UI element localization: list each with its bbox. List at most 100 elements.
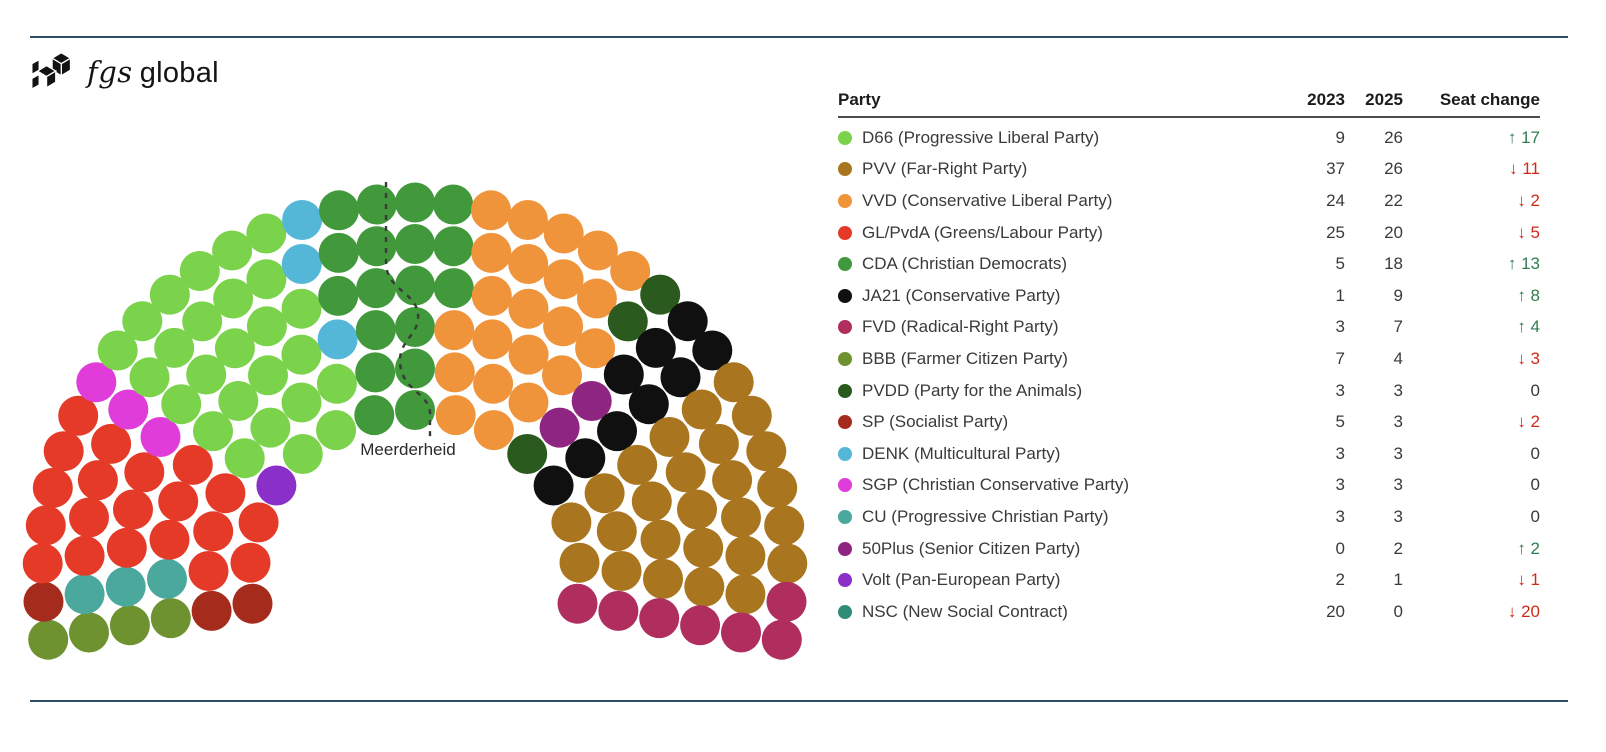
seat-dot (188, 551, 229, 591)
seat-dot (43, 431, 84, 472)
seat-dot (113, 489, 153, 530)
seat-dot (248, 355, 288, 396)
column-header-2025: 2025 (1365, 90, 1403, 109)
seat-dot (224, 438, 265, 479)
table-row: BBB (Farmer Citizen Party) 7 4 ↓ 3 (838, 343, 1540, 375)
seats-2023: 1 (1335, 285, 1345, 305)
party-dot (838, 257, 852, 272)
party-dot (838, 446, 852, 461)
seat-dot (64, 574, 105, 615)
seat-dot (473, 363, 514, 404)
party-label: CDA (Christian Democrats) (862, 254, 1067, 274)
seat-dot (764, 505, 805, 546)
seat-dot (124, 452, 165, 493)
table-row: Volt (Pan-European Party) 2 1 ↓ 1 (838, 564, 1540, 596)
column-header-seat-change: Seat change (1439, 90, 1540, 109)
seat-dot (507, 434, 548, 474)
table-body: D66 (Progressive Liberal Party) 9 26 ↑ 1… (838, 118, 1540, 628)
party-dot (838, 162, 852, 177)
seat-dot (635, 327, 676, 368)
brand-italic: fgs (87, 54, 133, 89)
seat-change: ↑ 2 (1517, 538, 1540, 558)
seat-dot (557, 583, 598, 624)
seats-2023: 3 (1335, 475, 1345, 495)
party-label: SP (Socialist Party) (862, 412, 1009, 432)
seats-2025: 26 (1384, 159, 1403, 179)
seat-dot (721, 612, 761, 653)
seat-dot (32, 467, 73, 508)
seat-dot (25, 505, 66, 546)
party-dot (838, 509, 852, 524)
seats-2025: 18 (1384, 254, 1403, 274)
seat-dot (725, 574, 766, 615)
seats-2023: 3 (1335, 380, 1345, 400)
party-dot (838, 130, 852, 145)
party-label: JA21 (Conservative Party) (862, 285, 1061, 305)
seat-dot (698, 423, 739, 464)
party-label: PVDD (Party for the Animals) (862, 380, 1083, 400)
seat-change: ↓ 2 (1517, 190, 1540, 210)
seat-dot (213, 278, 254, 319)
seat-dot (140, 417, 181, 457)
majority-label: Meerderheid (360, 440, 455, 459)
seat-dot (154, 327, 195, 368)
party-label: NSC (New Social Contract) (862, 601, 1068, 621)
party-label: BBB (Farmer Citizen Party) (862, 348, 1068, 368)
seat-dot (680, 605, 721, 646)
seats-2025: 3 (1393, 443, 1403, 463)
party-label: FVD (Radical-Right Party) (862, 317, 1059, 337)
party-label: DENK (Multicultural Party) (862, 443, 1061, 463)
bottom-rule (30, 700, 1568, 702)
seat-dot (472, 319, 513, 360)
seat-dot (355, 310, 396, 351)
seats-table: Party 2023 2025 Seat change D66 (Progres… (838, 84, 1540, 628)
seats-2025: 4 (1393, 348, 1403, 368)
brand-regular: global (139, 56, 219, 89)
seat-dot (640, 274, 681, 315)
seat-dot (69, 497, 109, 538)
seat-dot (182, 301, 223, 342)
seats-2023: 25 (1326, 222, 1345, 242)
seat-dot (508, 334, 549, 375)
seat-dot (543, 306, 584, 347)
seat-dot (640, 519, 681, 560)
party-dot (838, 351, 852, 366)
seat-dot (660, 357, 701, 398)
fgs-logo-mark-icon (31, 51, 72, 91)
seat-change: ↑ 13 (1507, 254, 1540, 274)
seat-dot (761, 619, 802, 660)
party-label: Volt (Pan-European Party) (862, 570, 1061, 590)
seat-dot (575, 328, 616, 369)
seat-dot (282, 200, 323, 240)
seat-dot (91, 423, 132, 464)
seat-dot (571, 381, 612, 421)
seat-change: ↑ 8 (1517, 285, 1540, 305)
seat-dot (577, 230, 618, 271)
seat-dot (108, 389, 149, 430)
seat-dot (712, 460, 753, 501)
seat-dot (508, 288, 549, 329)
seats-2025: 3 (1393, 506, 1403, 526)
seat-dot (681, 389, 722, 430)
seats-2023: 0 (1335, 538, 1345, 558)
seat-dot (246, 259, 287, 300)
seat-dot (731, 395, 772, 436)
seats-2025: 0 (1393, 601, 1403, 621)
seats-2023: 9 (1335, 127, 1345, 147)
seat-change: ↓ 3 (1517, 348, 1540, 368)
table-header-row: Party 2023 2025 Seat change (838, 84, 1540, 118)
seat-dot (473, 410, 514, 451)
fgs-global-logo: fgs global (30, 50, 219, 94)
seats-2025: 1 (1393, 570, 1403, 590)
seat-dot (649, 417, 690, 457)
top-rule (30, 36, 1568, 38)
seats-2023: 3 (1335, 443, 1345, 463)
seat-dot (106, 527, 147, 568)
seat-dot (683, 527, 724, 568)
seat-dot (69, 612, 109, 653)
seat-dot (433, 268, 474, 309)
seat-dot (667, 301, 708, 342)
seats-2025: 20 (1384, 222, 1403, 242)
table-row: D66 (Progressive Liberal Party) 9 26 ↑ 1… (838, 122, 1540, 154)
seat-dot (508, 382, 549, 423)
